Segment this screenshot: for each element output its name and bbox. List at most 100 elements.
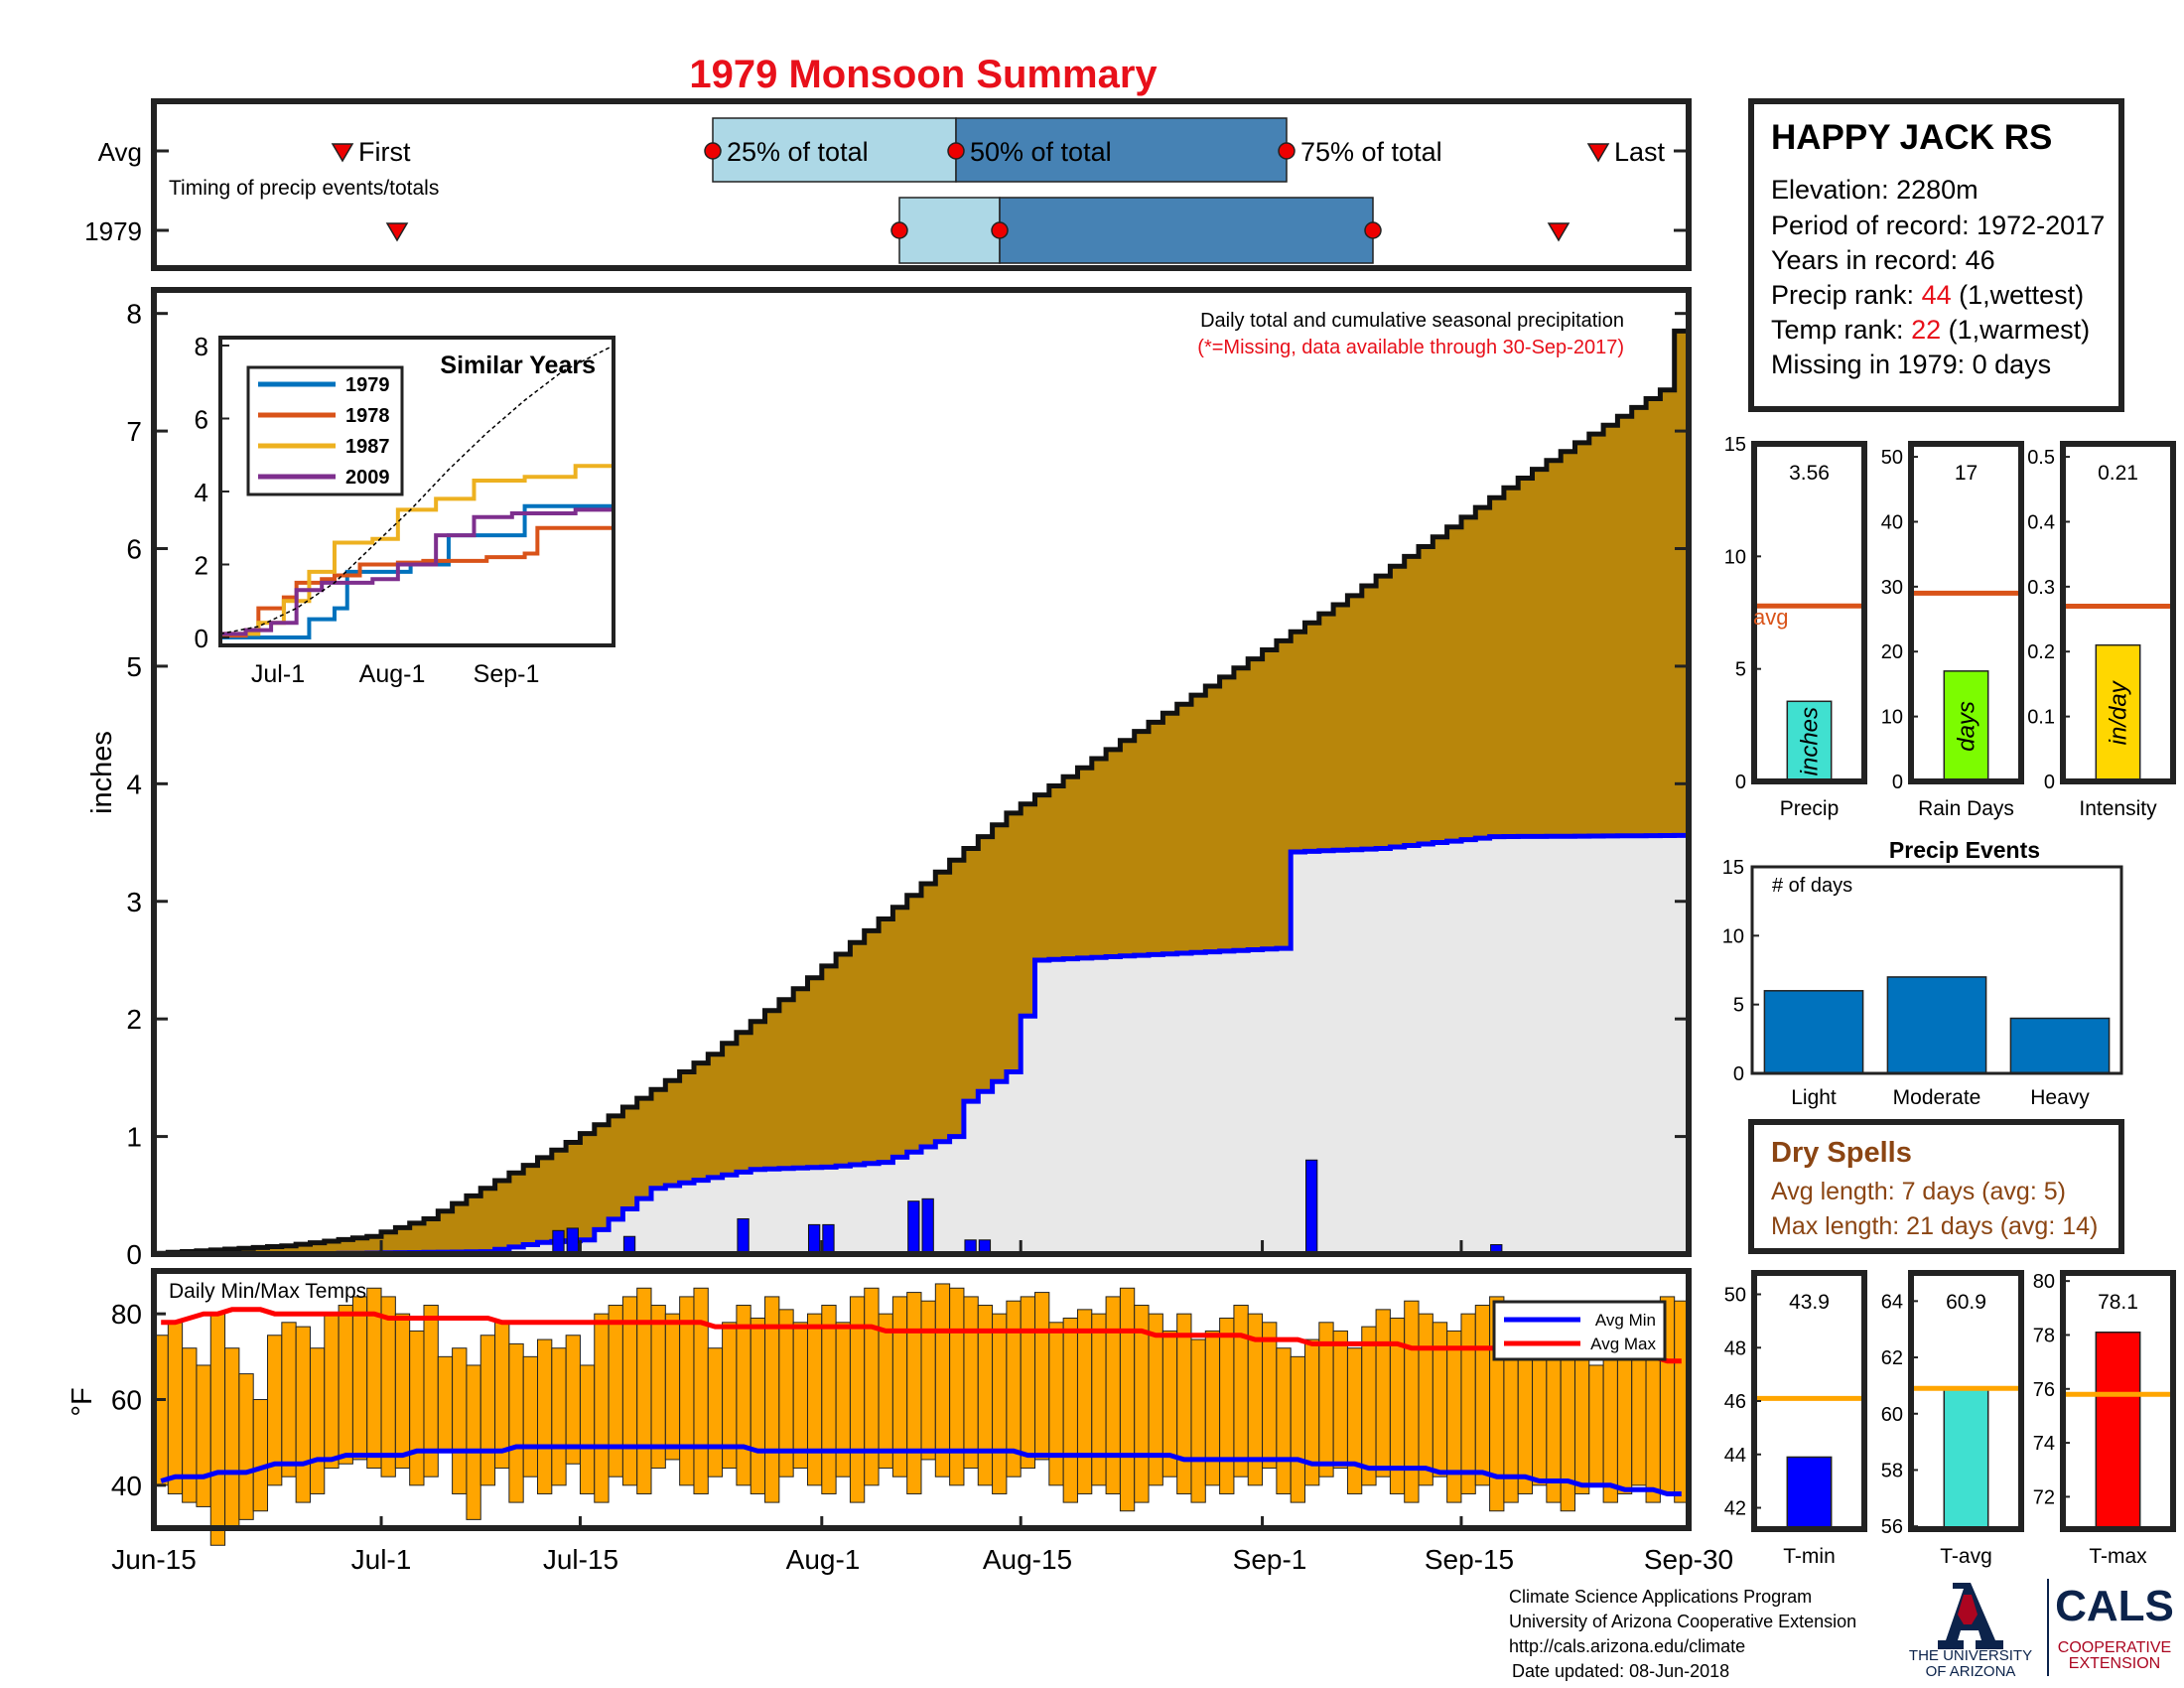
station-years: Years in record: 46 xyxy=(1771,245,1995,275)
daily-temp-bar xyxy=(1091,1313,1107,1486)
tmax-summary-y-tick-label: 80 xyxy=(2033,1271,2055,1293)
daily-temp-bar xyxy=(338,1305,353,1465)
daily-temp-bar xyxy=(707,1347,724,1477)
temp-title: Daily Min/Max Temps xyxy=(169,1280,366,1303)
daily-temp-bar xyxy=(878,1313,893,1470)
daily-temp-bar xyxy=(1588,1364,1604,1486)
avg-min-line xyxy=(160,1444,1682,1496)
legend-2009-label: 2009 xyxy=(345,467,390,489)
daily-precip-bar xyxy=(921,1197,934,1255)
daily-temp-bar xyxy=(1062,1317,1078,1503)
avg-q75-marker xyxy=(1278,142,1296,160)
daily-temp-bar xyxy=(1418,1313,1433,1486)
tavg-summary-value: 60.9 xyxy=(1946,1291,1986,1314)
dry-spells-max: Max length: 21 days (avg: 14) xyxy=(1771,1212,2098,1240)
daily-temp-bar xyxy=(679,1296,695,1486)
intensity-bar xyxy=(2095,643,2141,782)
temp-y-tick-label: 80 xyxy=(111,1299,142,1330)
daily-temp-bar xyxy=(1404,1300,1420,1503)
x-tick-aug1: Aug-1 xyxy=(786,1544,861,1575)
daily-temp-bar xyxy=(1034,1292,1050,1461)
intensity-y-tick-label: 0.3 xyxy=(2027,577,2055,599)
tavg-summary-y-tick-label: 58 xyxy=(1881,1460,1903,1481)
rain-days-y-tick-label: 10 xyxy=(1881,707,1903,729)
inset-x-tick-aug: Aug-1 xyxy=(359,660,426,688)
avg-max-line xyxy=(161,1307,1682,1364)
daily-temp-bar xyxy=(1432,1322,1448,1477)
avg-q75-label: 75% of total xyxy=(1300,137,1442,167)
daily-temp-bar xyxy=(1219,1317,1235,1494)
daily-temp-bar xyxy=(1048,1322,1064,1486)
precip-y-tick-label: 4 xyxy=(126,769,142,799)
tmin-summary-y-tick-label: 44 xyxy=(1724,1445,1746,1467)
inset-plot-area: 0 2 4 6 8 xyxy=(195,332,614,653)
year-box-lower xyxy=(898,197,1001,264)
summary-mini-charts: 0510153.56inchesPrecip0102030405017daysR… xyxy=(1724,434,2176,1568)
footer-line4: Date updated: 08-Jun-2018 xyxy=(1512,1661,1729,1681)
daily-temp-bar xyxy=(906,1292,922,1494)
year-q75-marker xyxy=(1364,221,1382,239)
precip-rank-suffix: (1,wettest) xyxy=(1952,280,2085,310)
daily-temp-bar xyxy=(466,1364,481,1520)
precip-rank-prefix: Precip rank: xyxy=(1771,280,1922,310)
daily-precip-bar xyxy=(807,1223,821,1255)
rain-days-unit: days xyxy=(1954,701,1980,752)
daily-precip-bar xyxy=(566,1227,579,1255)
page-title: 1979 Monsoon Summary xyxy=(689,53,1158,96)
precip-rank-value: 44 xyxy=(1922,280,1952,310)
avg-last-marker xyxy=(1586,143,1610,163)
year-q25-marker xyxy=(890,221,908,239)
daily-temp-bar xyxy=(1176,1313,1192,1494)
daily-precip-bar xyxy=(1305,1159,1318,1255)
rain-days-y-tick-label: 50 xyxy=(1881,447,1903,469)
precip-y-tick-label: 5 xyxy=(126,651,142,682)
tmin-summary-bar xyxy=(1786,1456,1833,1530)
legend-1987-label: 1987 xyxy=(345,436,390,458)
events-category-label: Light xyxy=(1791,1086,1837,1109)
rain-days-frame xyxy=(1908,441,2024,784)
events-bar-moderate xyxy=(1886,976,1987,1074)
inset-x-tick-sep: Sep-1 xyxy=(474,660,540,688)
daily-temp-bar xyxy=(437,1355,454,1452)
daily-temp-bar xyxy=(409,1330,425,1486)
precip-total-y-tick-label: 10 xyxy=(1724,546,1746,568)
x-tick-jul15: Jul-15 xyxy=(543,1544,618,1575)
tmax-summary-bar xyxy=(2095,1331,2141,1530)
university-of-arizona-logo: THE UNIVERSITY OF ARIZONA xyxy=(1909,1583,2032,1680)
intensity-y-tick-label: 0.2 xyxy=(2027,641,2055,663)
footer-line3: http://cals.arizona.edu/climate xyxy=(1509,1636,1745,1656)
daily-temp-bar xyxy=(621,1296,638,1486)
inset-y-tick-label: 2 xyxy=(195,551,208,581)
precip-total-value: 3.56 xyxy=(1789,462,1830,485)
avg-q50-marker xyxy=(947,142,965,160)
x-tick-sep30: Sep-30 xyxy=(1644,1544,1733,1575)
precip-total-y-tick-label: 15 xyxy=(1724,434,1746,456)
tmin-summary-y-tick-label: 48 xyxy=(1724,1337,1746,1359)
daily-temp-bar xyxy=(238,1373,254,1520)
daily-temp-bar xyxy=(224,1347,240,1529)
footer-line1: Climate Science Applications Program xyxy=(1509,1587,1812,1607)
daily-temp-bar xyxy=(209,1313,226,1546)
ua-logo-a-inner xyxy=(1958,1595,1978,1624)
timing-row-year-label: 1979 xyxy=(84,216,142,246)
avg-cumulative-line xyxy=(154,328,1689,1256)
legend-avg-min-label: Avg Min xyxy=(1595,1311,1656,1330)
daily-temp-bar xyxy=(949,1287,965,1486)
tmin-summary-value: 43.9 xyxy=(1789,1291,1830,1314)
daily-temp-bar xyxy=(1233,1305,1249,1477)
inset-y-tick-label: 4 xyxy=(195,478,208,507)
daily-temp-bar xyxy=(479,1335,496,1486)
daily-temp-bar xyxy=(196,1364,211,1507)
tavg-summary-y-tick-label: 56 xyxy=(1881,1516,1903,1538)
daily-temp-bar xyxy=(551,1347,567,1486)
daily-temp-bar xyxy=(452,1347,468,1494)
intensity-label: Intensity xyxy=(2079,797,2157,820)
daily-temp-bar xyxy=(1020,1296,1036,1470)
dry-spells-box: Dry Spells Avg length: 7 days (avg: 5) M… xyxy=(1748,1119,2124,1254)
x-tick-jul1: Jul-1 xyxy=(351,1544,412,1575)
rain-days-y-tick-label: 0 xyxy=(1892,772,1903,793)
daily-temp-bar xyxy=(508,1342,524,1503)
daily-temp-bar xyxy=(1346,1347,1363,1494)
daily-temp-bar xyxy=(594,1313,610,1503)
